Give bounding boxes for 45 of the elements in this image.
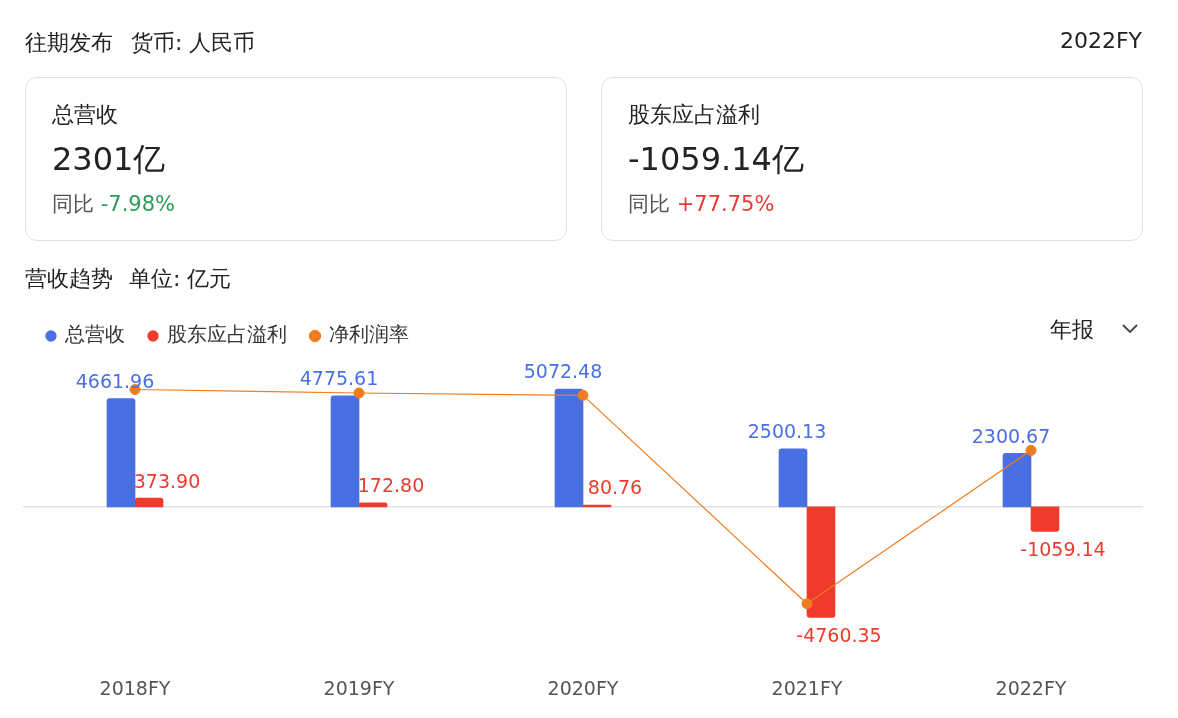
data-label: 172.80 <box>357 474 425 497</box>
legend-label: 净利润率 <box>329 322 409 347</box>
point <box>353 387 365 399</box>
data-label: 5072.48 <box>523 360 603 383</box>
text: 往期发布 <box>25 30 113 55</box>
point <box>577 389 589 401</box>
text: +77.75% <box>676 192 775 216</box>
x-tick-label: 2022FY <box>995 676 1067 699</box>
bar <box>1030 506 1060 532</box>
text: 股东应占溢利 <box>628 102 760 127</box>
text: 总营收 <box>52 102 118 127</box>
bar <box>134 497 164 508</box>
data-label: 80.76 <box>587 476 643 499</box>
point <box>1025 444 1037 456</box>
data-label: 2500.13 <box>747 420 827 443</box>
bar <box>806 506 836 618</box>
data-label: 2300.67 <box>971 424 1051 447</box>
bar <box>106 398 136 508</box>
data-label: 4661.96 <box>75 369 155 392</box>
data-label: -1059.14 <box>1020 537 1106 560</box>
bar <box>1002 453 1032 508</box>
text: 同比 <box>628 192 670 216</box>
text: 年报 <box>1050 317 1094 342</box>
text: -7.98% <box>100 192 175 216</box>
text: 货币: 人民币 <box>131 30 256 55</box>
legend-label: 股东应占溢利 <box>167 322 287 347</box>
data-label: -4760.35 <box>796 623 882 646</box>
point <box>801 598 813 610</box>
data-label: 4775.61 <box>299 367 379 390</box>
text: -1059.14亿 <box>628 140 804 178</box>
chart-title: 营收趋势 <box>25 266 113 291</box>
legend-label: 总营收 <box>64 322 125 347</box>
x-tick-label: 2020FY <box>547 676 619 699</box>
text: 同比 <box>52 192 94 216</box>
bar <box>358 502 388 508</box>
text: 2022FY <box>1059 28 1142 53</box>
x-tick-label: 2021FY <box>771 676 843 699</box>
x-tick-label: 2019FY <box>323 676 395 699</box>
bar <box>554 388 584 508</box>
x-tick-label: 2018FY <box>99 676 171 699</box>
text: 2301亿 <box>52 140 166 178</box>
chart-subtitle: 单位: 亿元 <box>129 266 232 291</box>
bar <box>778 448 808 508</box>
data-label: 373.90 <box>133 469 201 492</box>
bar <box>330 395 360 508</box>
